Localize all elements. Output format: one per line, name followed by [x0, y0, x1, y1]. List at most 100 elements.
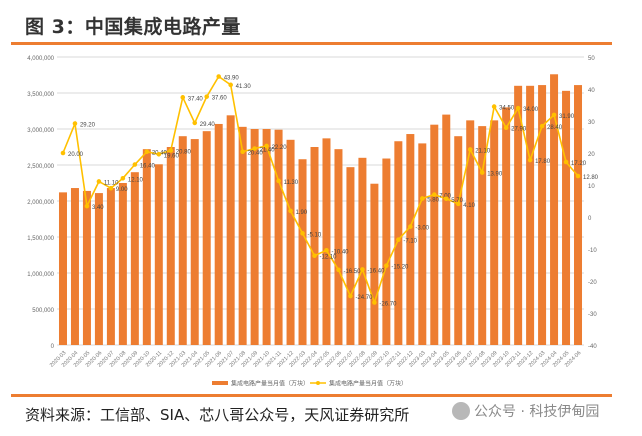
line-point	[420, 196, 425, 201]
legend-swatch-bar	[212, 381, 228, 385]
right-tick-label: 10	[588, 184, 595, 190]
line-point	[312, 253, 317, 259]
source-note: 资料来源：工信部、SIA、芯八哥公众号，天风证券研究所	[25, 406, 410, 424]
data-label: 34.00	[523, 107, 539, 113]
legend-label-line: 集成电路产量当月值（万块）	[329, 380, 407, 388]
data-label: 17.80	[535, 159, 551, 165]
line-point	[264, 143, 269, 149]
bar	[430, 124, 439, 346]
left-tick-label: 3,500,000	[27, 92, 54, 98]
line-point	[96, 179, 102, 184]
right-tick-label: 40	[588, 88, 595, 94]
data-label: 29.40	[200, 122, 216, 128]
line-point	[360, 267, 365, 272]
line-point	[575, 173, 581, 179]
bar	[418, 143, 427, 345]
bar	[538, 85, 547, 345]
right-tick-label: 50	[588, 56, 595, 62]
right-tick-label: 30	[588, 120, 595, 126]
data-label: 22.20	[272, 145, 288, 151]
line-point	[396, 237, 401, 243]
figure-title: 图 3：中国集成电路产量	[25, 16, 241, 38]
data-label: 21.10	[475, 148, 491, 154]
data-label: 9.00	[116, 187, 128, 193]
bar	[442, 114, 451, 345]
bar	[454, 136, 463, 345]
bar	[334, 149, 343, 345]
data-label: 12.10	[128, 177, 144, 183]
data-label: 11.30	[284, 180, 299, 186]
bar	[142, 149, 151, 345]
bar	[358, 157, 367, 345]
line-point	[204, 94, 210, 99]
line-point	[192, 120, 198, 126]
line-point	[72, 121, 78, 126]
bar	[106, 188, 115, 345]
line-point	[288, 208, 293, 214]
bar	[226, 115, 235, 345]
left-tick-label: 1,000,000	[27, 272, 54, 278]
data-label: 28.40	[547, 125, 563, 131]
line-point	[479, 170, 485, 175]
legend-label-bar: 集成电路产量当月值（万块）	[231, 380, 309, 388]
data-label: 5.70	[451, 198, 463, 204]
data-label: 27.90	[511, 127, 527, 133]
line-point	[443, 196, 449, 202]
data-label: 41.30	[236, 84, 252, 90]
line-point	[216, 74, 221, 79]
line-point	[336, 267, 341, 273]
data-label: 16.40	[140, 164, 156, 170]
bar	[310, 147, 319, 345]
bar	[82, 190, 91, 345]
data-label: 37.60	[212, 96, 228, 102]
bar	[214, 123, 223, 346]
bar	[478, 126, 487, 346]
bar	[490, 120, 499, 345]
watermark-text: 公众号 · 科技伊甸园	[474, 404, 600, 420]
data-label: 34.50	[499, 106, 515, 112]
line-point	[60, 150, 66, 156]
line-point	[180, 95, 186, 100]
data-label: 43.90	[224, 76, 240, 82]
data-label: -16.50	[343, 269, 361, 275]
left-tick-label: 2,000,000	[27, 200, 54, 206]
data-label: 17.20	[571, 161, 587, 167]
bar	[130, 172, 139, 345]
bar	[94, 193, 103, 345]
line-point	[276, 178, 281, 184]
data-label: 20.00	[68, 152, 84, 158]
right-tick-label: -30	[588, 312, 597, 318]
bar	[562, 90, 571, 345]
line-point	[144, 149, 150, 155]
top-rule	[11, 42, 612, 45]
data-label: -26.70	[379, 301, 397, 307]
left-tick-label: 2,500,000	[27, 164, 54, 170]
bar	[178, 136, 187, 345]
bar	[274, 129, 283, 345]
bar	[166, 147, 175, 345]
data-label: -12.10	[320, 255, 338, 261]
right-tick-label: 20	[588, 152, 595, 158]
line-point	[515, 105, 521, 111]
legend-marker	[316, 381, 320, 385]
data-label: 29.20	[80, 123, 96, 129]
data-label: -5.10	[308, 232, 322, 238]
bar	[58, 192, 67, 345]
line-point	[324, 247, 329, 253]
bar	[262, 129, 271, 345]
data-label: 7.00	[439, 194, 451, 200]
line-point	[563, 159, 569, 165]
bar	[238, 126, 247, 345]
bar	[550, 74, 559, 345]
left-tick-label: 1,500,000	[27, 236, 54, 242]
line-point	[300, 231, 305, 236]
line-point	[467, 147, 473, 152]
line-point	[252, 146, 257, 151]
bar	[346, 167, 355, 345]
line-point	[551, 112, 557, 118]
line-point	[503, 125, 509, 131]
line-point	[228, 82, 233, 88]
data-label: 21.40	[260, 148, 276, 154]
bar	[406, 134, 415, 345]
line-point	[431, 192, 437, 197]
